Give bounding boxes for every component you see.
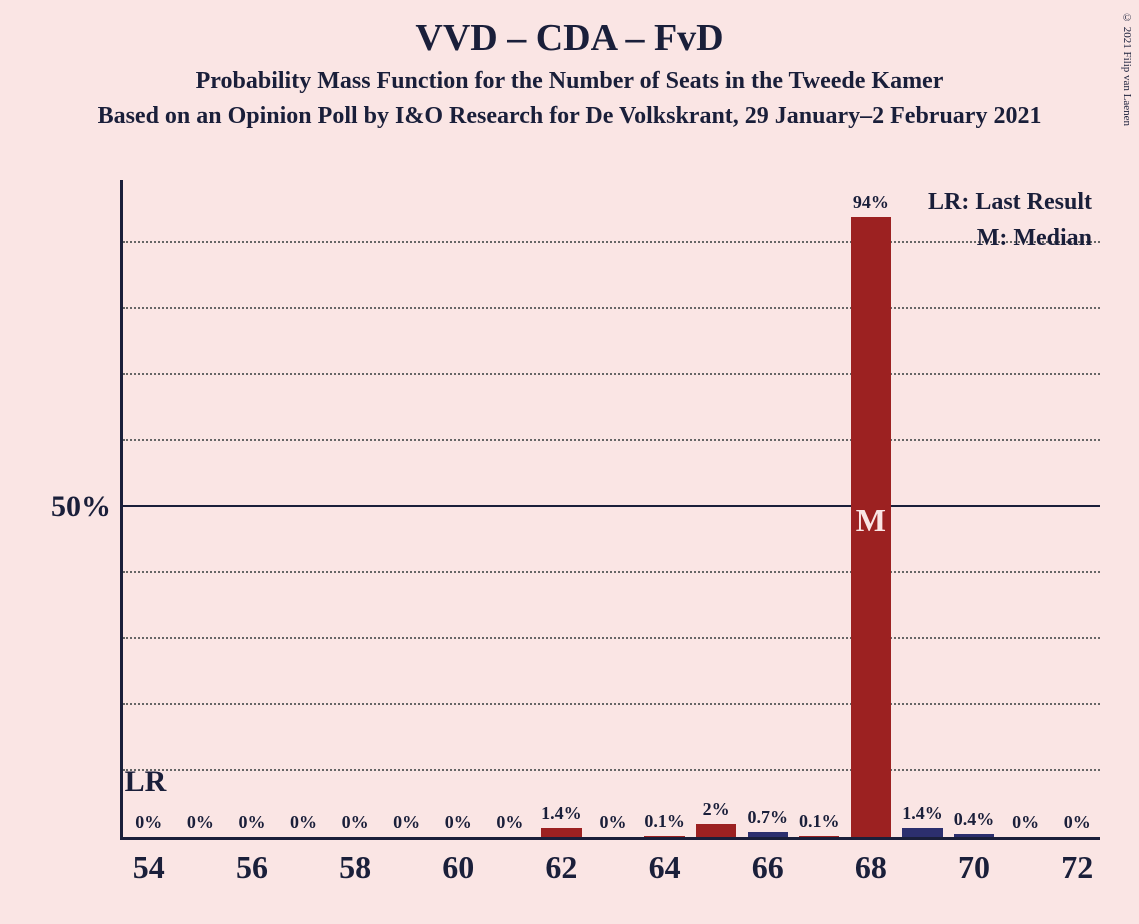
x-axis-label: 66 [752, 837, 784, 886]
bar: 94%M [851, 217, 891, 837]
chart-subtitle: Probability Mass Function for the Number… [0, 68, 1139, 95]
bar-slot: 0.4% [954, 180, 994, 837]
legend: LR: Last Result M: Median [928, 184, 1092, 256]
x-axis-label: 68 [855, 837, 887, 886]
copyright-text: © 2021 Filip van Laenen [1121, 12, 1133, 126]
x-axis-label: 64 [649, 837, 681, 886]
bar-value-label: 0.7% [747, 807, 788, 832]
bar-value-label: 0% [135, 812, 162, 837]
bar-slot: 0.1% [799, 180, 839, 837]
bar-slot: 0% [335, 180, 375, 837]
bar-slot: 0% [1006, 180, 1046, 837]
x-axis-label: 60 [442, 837, 474, 886]
chart-plot-area: LR: Last Result M: Median 50% 0%0%0%0%0%… [120, 180, 1100, 840]
chart-subtitle2: Based on an Opinion Poll by I&O Research… [0, 103, 1139, 130]
bar-slot: 0% [593, 180, 633, 837]
bar-value-label: 2% [703, 799, 730, 824]
bar-slot: 0% [438, 180, 478, 837]
x-axis-label: 70 [958, 837, 990, 886]
median-marker: M [856, 502, 886, 539]
y-axis-label: 50% [51, 490, 123, 524]
bar: 2% [696, 824, 736, 837]
bar-slot: 0% [1057, 180, 1097, 837]
bar: 1.4% [902, 828, 942, 837]
bar-value-label: 0% [238, 812, 265, 837]
bar-slot: 0% [490, 180, 530, 837]
bar-slot: 0% [232, 180, 272, 837]
bar-value-label: 0% [496, 812, 523, 837]
bar-value-label: 1.4% [541, 803, 582, 828]
x-axis-label: 54 [133, 837, 165, 886]
bar-slot: 94% M [851, 180, 891, 837]
bar: 0.1% [799, 836, 839, 837]
legend-m: M: Median [928, 220, 1092, 256]
bar-value-label: 94% [853, 192, 889, 217]
chart-title: VVD – CDA – FvD [0, 16, 1139, 60]
bar-value-label: 0% [1012, 812, 1039, 837]
bar-slot: 0.7% [748, 180, 788, 837]
bar-value-label: 0.4% [954, 809, 995, 834]
bar-value-label: 0% [599, 812, 626, 837]
bar-value-label: 0% [393, 812, 420, 837]
bar-slot: 0% [283, 180, 323, 837]
bar-value-label: 0.1% [644, 811, 685, 836]
bar-slot: 0% [387, 180, 427, 837]
bar-value-label: 0% [290, 812, 317, 837]
x-axis-label: 56 [236, 837, 268, 886]
bar-value-label: 0% [187, 812, 214, 837]
bar-value-label: 0% [445, 812, 472, 837]
bar-slot: 1.4% [902, 180, 942, 837]
x-axis-label: 62 [545, 837, 577, 886]
x-axis-label: 58 [339, 837, 371, 886]
bars-container: 0% 0% 0% 0% 0% 0% 0% 0% 1.4% 0% 0.1% 2% 0.7% 0.1% 94% M… [123, 180, 1100, 837]
x-axis-label: 72 [1061, 837, 1093, 886]
bar-value-label: 0.1% [799, 811, 840, 836]
bar-slot: 2% [696, 180, 736, 837]
bar-value-label: 1.4% [902, 803, 943, 828]
bar-slot: 1.4% [541, 180, 581, 837]
bar-value-label: 0% [342, 812, 369, 837]
bar-slot: 0% [129, 180, 169, 837]
bar-slot: 0% [180, 180, 220, 837]
lr-marker: LR [125, 765, 167, 799]
bar-slot: 0.1% [644, 180, 684, 837]
titles: VVD – CDA – FvD Probability Mass Functio… [0, 0, 1139, 130]
legend-lr: LR: Last Result [928, 184, 1092, 220]
bar: 1.4% [541, 828, 581, 837]
bar-value-label: 0% [1064, 812, 1091, 837]
